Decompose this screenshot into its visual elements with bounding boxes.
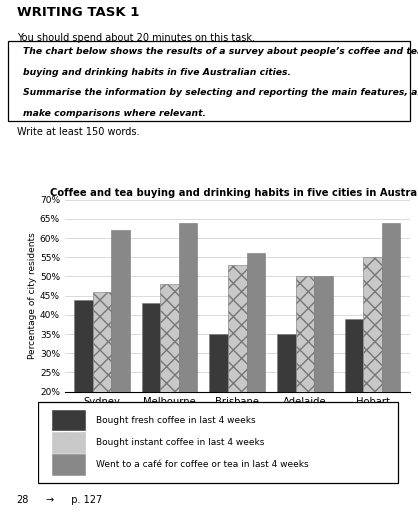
Text: →: → — [46, 495, 54, 505]
Bar — [93, 292, 111, 468]
Text: Coffee and tea buying and drinking habits in five cities in Australia: Coffee and tea buying and drinking habit… — [50, 187, 418, 198]
Bar — [363, 258, 382, 468]
Text: Went to a café for coffee or tea in last 4 weeks: Went to a café for coffee or tea in last… — [96, 460, 308, 469]
Bar — [296, 276, 314, 468]
Bar — [277, 334, 296, 468]
Bar — [52, 410, 85, 430]
FancyBboxPatch shape — [8, 41, 410, 121]
Text: You should spend about 20 minutes on this task.: You should spend about 20 minutes on thi… — [17, 33, 255, 43]
Bar — [344, 318, 363, 468]
Text: The chart below shows the results of a survey about people’s coffee and tea: The chart below shows the results of a s… — [23, 47, 418, 56]
Text: Bought instant coffee in last 4 weeks: Bought instant coffee in last 4 weeks — [96, 438, 264, 447]
FancyBboxPatch shape — [38, 402, 398, 483]
Text: Bought fresh coffee in last 4 weeks: Bought fresh coffee in last 4 weeks — [96, 416, 255, 424]
Text: make comparisons where relevant.: make comparisons where relevant. — [23, 109, 206, 118]
Bar — [52, 432, 85, 453]
Bar — [74, 300, 93, 468]
Bar — [142, 303, 160, 468]
Text: p. 127: p. 127 — [65, 495, 102, 505]
Text: 28: 28 — [17, 495, 29, 505]
Bar — [111, 230, 130, 468]
Bar — [179, 223, 197, 468]
Bar — [160, 284, 179, 468]
Text: buying and drinking habits in five Australian cities.: buying and drinking habits in five Austr… — [23, 68, 291, 77]
Bar — [382, 223, 400, 468]
Bar — [247, 253, 265, 468]
Text: Write at least 150 words.: Write at least 150 words. — [17, 127, 139, 137]
Text: WRITING TASK 1: WRITING TASK 1 — [17, 6, 139, 19]
Bar — [228, 265, 247, 468]
Bar — [209, 334, 228, 468]
Bar — [314, 276, 333, 468]
Y-axis label: Percentage of city residents: Percentage of city residents — [28, 232, 37, 359]
Text: Summarise the information by selecting and reporting the main features, and: Summarise the information by selecting a… — [23, 88, 418, 97]
Bar — [52, 455, 85, 475]
